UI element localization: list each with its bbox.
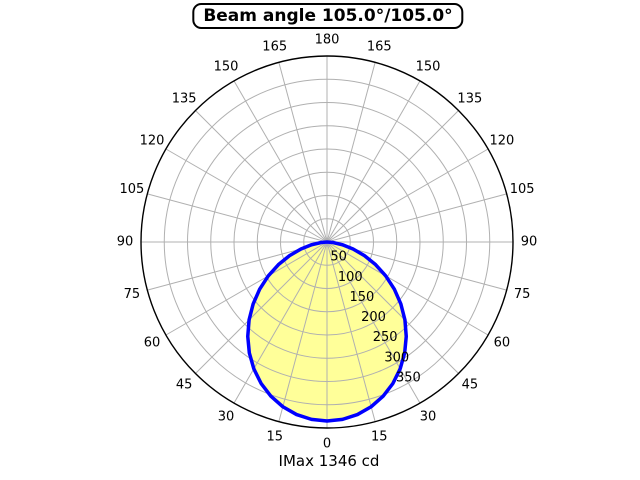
grid-spoke — [326, 110, 459, 243]
angle-tick-label: 30 — [218, 409, 235, 424]
angle-tick-label: 0 — [323, 437, 331, 452]
angle-tick-label: 180 — [315, 33, 340, 48]
angle-tick-label: 105 — [510, 182, 535, 197]
grid-spoke — [326, 80, 421, 243]
grid-spoke — [326, 193, 507, 243]
grid-spoke — [233, 80, 328, 243]
imax-label: IMax 1346 cd — [278, 452, 380, 470]
chart-title: Beam angle 105.0°/105.0° — [192, 3, 464, 29]
angle-tick-label: 135 — [172, 92, 197, 107]
angle-tick-label: 30 — [420, 409, 437, 424]
angle-tick-label: 165 — [367, 39, 392, 54]
angle-tick-label: 45 — [176, 377, 193, 392]
angle-tick-label: 60 — [144, 336, 161, 351]
angle-tick-label: 135 — [457, 92, 482, 107]
grid-spoke — [326, 241, 459, 374]
radius-tick-label: 300 — [384, 350, 409, 365]
angle-tick-label: 150 — [214, 60, 239, 75]
beam-outline — [246, 240, 408, 423]
grid-spoke — [326, 148, 489, 243]
radius-tick-label: 350 — [396, 370, 421, 385]
radius-tick-label: 150 — [349, 290, 374, 305]
angle-tick-label: 90 — [117, 235, 134, 250]
angle-tick-label: 75 — [514, 287, 531, 302]
angle-tick-label: 150 — [416, 60, 441, 75]
grid-spoke — [195, 110, 328, 243]
angle-tick-label: 15 — [371, 430, 388, 445]
angle-tick-label: 165 — [262, 39, 287, 54]
grid-spoke — [165, 148, 328, 243]
radius-tick-label: 50 — [330, 250, 347, 265]
angle-tick-label: 15 — [266, 430, 283, 445]
grid-spoke — [195, 241, 328, 374]
radius-tick-label: 200 — [361, 310, 386, 325]
angle-tick-label: 120 — [490, 134, 515, 149]
grid-spoke — [326, 241, 489, 336]
angle-tick-label: 120 — [140, 134, 165, 149]
angle-tick-label: 105 — [119, 182, 144, 197]
angle-tick-label: 60 — [494, 336, 511, 351]
angle-tick-label: 45 — [462, 377, 479, 392]
grid-spoke — [233, 241, 328, 404]
radius-tick-label: 250 — [373, 330, 398, 345]
angle-tick-label: 75 — [124, 287, 141, 302]
grid-spoke — [165, 241, 328, 336]
outer-circle — [140, 55, 514, 429]
grid-spoke — [326, 241, 376, 422]
grid-spoke — [278, 241, 328, 422]
grid-spoke — [326, 241, 421, 404]
grid-spoke — [147, 193, 328, 243]
grid-spoke — [326, 62, 376, 243]
angle-tick-label: 90 — [521, 235, 538, 250]
grid-spoke — [278, 62, 328, 243]
radius-tick-label: 100 — [338, 270, 363, 285]
